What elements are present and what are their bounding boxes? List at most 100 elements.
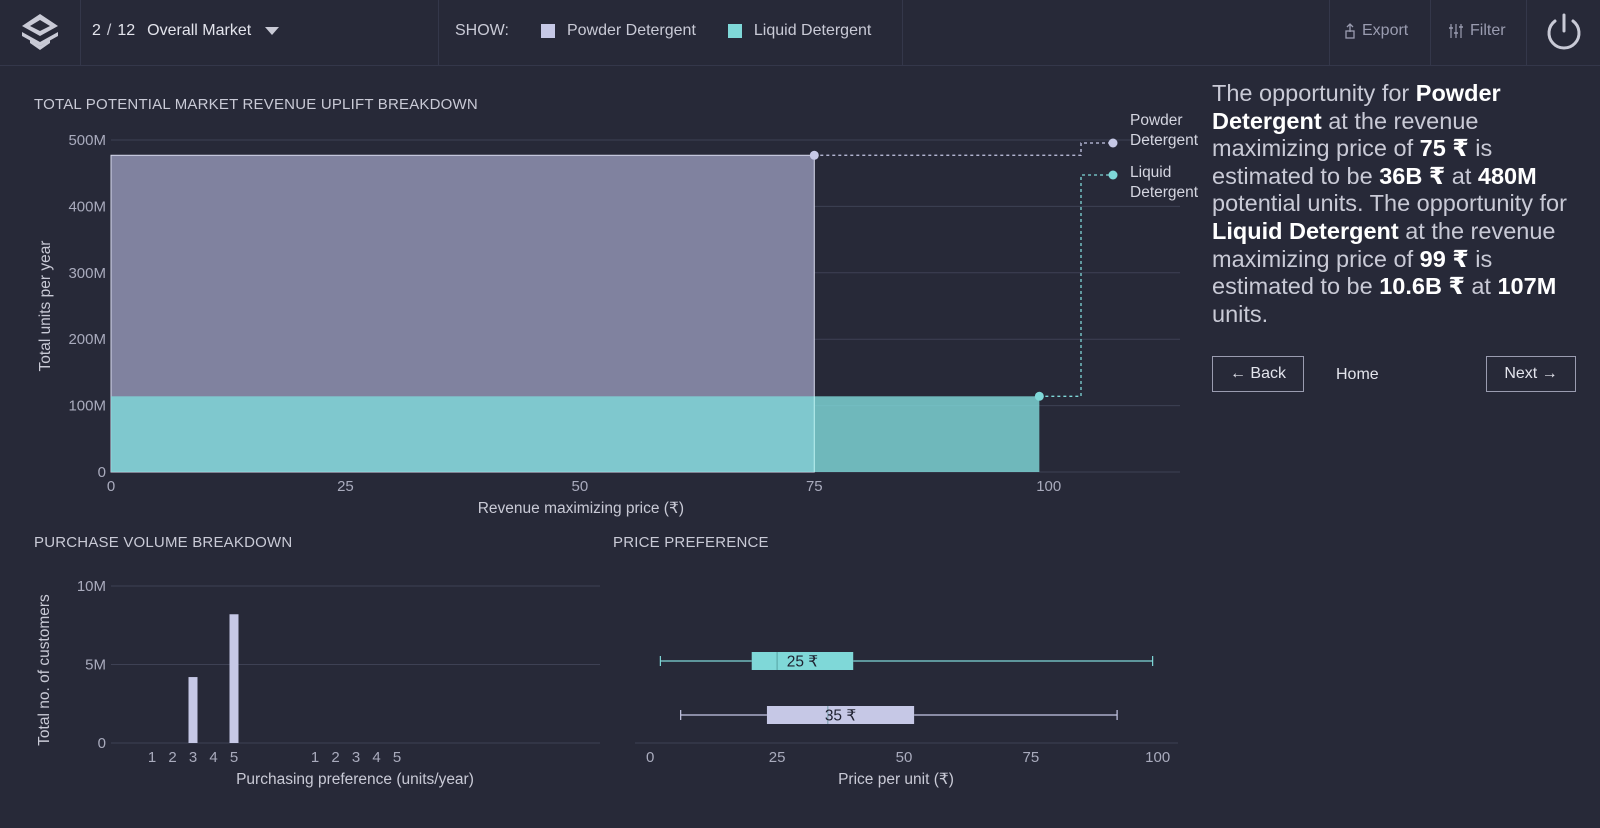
divider (80, 0, 81, 65)
median-label: 35 ₹ (825, 708, 857, 725)
back-button[interactable]: ← Back (1212, 356, 1304, 392)
narrative-text: potential units. The opportunity for (1212, 190, 1567, 217)
narrative-text: is estimated to be (1212, 135, 1493, 189)
app-logo-icon[interactable] (18, 12, 62, 52)
export-label: Export (1362, 22, 1409, 39)
filter-button[interactable]: Filter (1448, 22, 1506, 40)
narrative-highlight: Liquid Detergent (1212, 217, 1399, 244)
leader-line (1039, 174, 1113, 397)
x-tick-label: 25 (337, 478, 354, 495)
data-point (809, 150, 819, 160)
liquid-area (111, 396, 1040, 472)
narrative-highlight: 36B ₹ (1379, 162, 1446, 189)
narrative-highlight: 480M (1477, 162, 1537, 189)
toggle-powder-detergent[interactable]: Powder Detergent (540, 22, 696, 40)
divider (902, 0, 903, 65)
legend-label: Detergent (1130, 184, 1199, 201)
page-selector[interactable]: 2 / 12 Overall Market (92, 22, 280, 40)
x-tick-label: 75 (806, 478, 823, 495)
x-tick-label: 25 (769, 749, 786, 766)
legend-label: Liquid (1130, 164, 1171, 181)
y-tick-label: 300M (68, 265, 106, 282)
y-tick-label: 5M (85, 657, 106, 674)
median-label: 25 ₹ (787, 654, 819, 671)
bar (229, 614, 239, 743)
page-current: 2 (92, 22, 101, 39)
narrative-highlight: 75 ₹ (1419, 135, 1469, 162)
series-toggle: SHOW: Powder Detergent Liquid Detergent (455, 22, 871, 40)
toggle-label: Liquid Detergent (753, 22, 872, 39)
y-axis-label: Total no. of customers (36, 594, 53, 746)
x-axis-label: Revenue maximizing price (₹) (478, 500, 684, 517)
page-total: 12 (117, 22, 136, 39)
divider (1430, 0, 1431, 65)
narrative-highlight: 107M (1497, 273, 1557, 300)
narrative-text: at the revenue maximizing price of (1212, 107, 1479, 162)
narrative-highlight: 10.6B ₹ (1379, 273, 1465, 300)
export-button[interactable]: Export (1344, 22, 1408, 40)
toggle-label: Powder Detergent (566, 22, 696, 39)
filter-icon (1449, 24, 1463, 38)
x-axis-label: Price per unit (₹) (838, 771, 954, 788)
x-tick-label: 5 (230, 749, 238, 766)
chevron-down-icon[interactable] (265, 27, 280, 35)
divider (438, 0, 439, 65)
narrative-text: at (1464, 273, 1498, 300)
x-tick-label: 3 (189, 749, 197, 766)
x-tick-label: 0 (107, 478, 115, 495)
power-icon[interactable] (1544, 12, 1584, 52)
price-preference-box-plot: 0 25 50 75 100 Price per unit (₹) 25 ₹ 35 ₹ (635, 652, 1178, 788)
legend-label: Powder (1130, 112, 1183, 129)
divider (1526, 0, 1527, 65)
legend-marker (1108, 170, 1118, 180)
x-tick-label: 75 (1022, 749, 1039, 766)
y-tick-label: 200M (68, 331, 106, 348)
x-tick-label: 3 (352, 749, 360, 766)
narrative-highlight: Powder Detergent (1212, 80, 1501, 134)
liquid-swatch-icon (727, 24, 742, 38)
narrative-text: is estimated to be (1212, 245, 1493, 300)
y-tick-label: 100M (68, 398, 106, 415)
toggle-liquid-detergent[interactable]: Liquid Detergent (727, 22, 872, 40)
narrative-text: units. (1212, 300, 1269, 327)
x-tick-label: 2 (168, 749, 176, 766)
x-tick-label: 100 (1145, 749, 1170, 766)
uplift-chart-title: TOTAL POTENTIAL MARKET REVENUE UPLIFT BR… (34, 96, 478, 113)
page-separator: / (106, 22, 112, 39)
bar (188, 677, 198, 743)
show-label: SHOW: (455, 22, 509, 39)
leader-line (814, 142, 1113, 156)
x-tick-label: 4 (372, 749, 380, 766)
x-axis-label: Purchasing preference (units/year) (236, 771, 474, 788)
legend-label: Detergent (1130, 132, 1199, 149)
x-tick-label: 1 (148, 749, 156, 766)
x-tick-label: 5 (393, 749, 401, 766)
y-tick-label: 10M (77, 578, 106, 595)
y-tick-label: 0 (98, 735, 106, 752)
page-title: Overall Market (147, 22, 252, 39)
insight-narrative: The opportunity for Powder Detergent at … (1212, 80, 1582, 328)
y-tick-label: 0 (98, 464, 106, 481)
next-button[interactable]: Next → (1486, 356, 1576, 392)
x-tick-label: 0 (646, 749, 654, 766)
y-tick-label: 400M (68, 198, 106, 215)
x-tick-label: 100 (1036, 478, 1061, 495)
x-tick-label: 50 (572, 478, 589, 495)
uplift-area-chart: 0 100M 200M 300M 400M 500M 0 25 50 75 100 Revenue m… (37, 112, 1199, 517)
narrative-text: at (1445, 162, 1478, 189)
data-point (1034, 391, 1044, 401)
y-axis-label: Total units per year (37, 241, 54, 372)
divider (1329, 0, 1330, 65)
x-tick-label: 50 (896, 749, 913, 766)
export-icon (1345, 23, 1355, 39)
legend-marker (1108, 138, 1118, 148)
price-chart-title: PRICE PREFERENCE (613, 534, 769, 551)
volume-chart-title: PURCHASE VOLUME BREAKDOWN (34, 534, 293, 551)
narrative-highlight: 99 ₹ (1419, 245, 1469, 272)
narrative-text: The opportunity for (1212, 80, 1416, 106)
top-bar: 2 / 12 Overall Market SHOW: Powder Deter… (0, 0, 1600, 66)
filter-label: Filter (1470, 22, 1506, 39)
x-tick-label: 4 (209, 749, 217, 766)
home-link[interactable]: Home (1336, 366, 1379, 383)
